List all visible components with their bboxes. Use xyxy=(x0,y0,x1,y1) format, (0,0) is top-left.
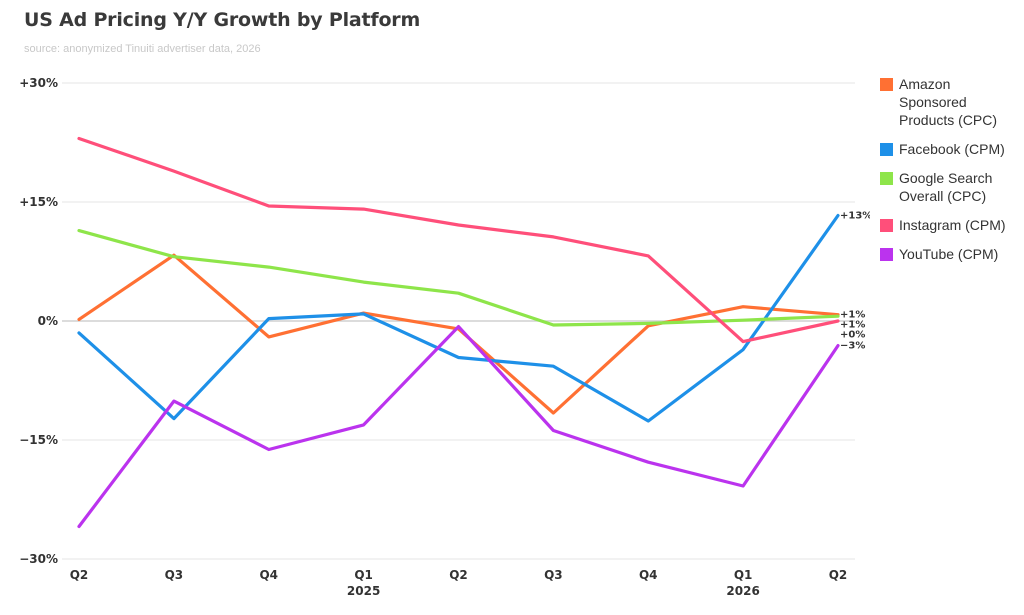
legend-item[interactable]: Instagram (CPM) xyxy=(880,216,1020,234)
end-value-label: +1% xyxy=(840,320,865,331)
x-tick-label: Q3 xyxy=(165,568,184,582)
legend-item[interactable]: Amazon Sponsored Products (CPC) xyxy=(880,75,1020,129)
end-value-label: +0% xyxy=(840,330,865,341)
end-value-label: +1% xyxy=(840,310,865,321)
x-tick-label: Q2 xyxy=(449,568,468,582)
legend-item[interactable]: Google Search Overall (CPC) xyxy=(880,169,1020,205)
x-tick-label: Q3 xyxy=(544,568,563,582)
legend-label: YouTube (CPM) xyxy=(899,246,999,262)
x-tick-label: Q4 xyxy=(259,568,278,582)
y-tick-label: −30% xyxy=(19,552,58,566)
legend-swatch xyxy=(880,172,893,185)
series-line-youtube-cpm xyxy=(77,325,840,529)
chart-title: US Ad Pricing Y/Y Growth by Platform xyxy=(24,9,421,31)
y-tick-label: +30% xyxy=(19,76,58,90)
legend-item[interactable]: Facebook (CPM) xyxy=(880,140,1020,158)
legend-swatch xyxy=(880,78,893,91)
x-tick-label: Q2 xyxy=(70,568,89,582)
end-value-label: +13% xyxy=(840,210,870,221)
legend-label: Amazon Sponsored Products (CPC) xyxy=(899,76,998,128)
legend-label: Google Search Overall (CPC) xyxy=(899,170,993,204)
x-tick-label: Q1 xyxy=(354,568,373,582)
end-value-label: −3% xyxy=(840,341,865,352)
x-tick-label: Q1 xyxy=(734,568,753,582)
y-tick-label: 0% xyxy=(38,314,58,328)
series-line-google-search-overall-cpc xyxy=(77,229,840,327)
y-tick-label: +15% xyxy=(19,195,58,209)
line-chart: +30% +15% 0% −15% −30% Q2 Q3 Q4 Q1 2025 Q2 Q3 Q4 Q1 20… xyxy=(19,76,870,598)
chart-subtitle: source: anonymized Tinuiti advertiser da… xyxy=(24,43,261,55)
y-tick-label: −15% xyxy=(19,433,58,447)
legend-swatch xyxy=(880,219,893,232)
series-line-instagram-cpm xyxy=(77,136,840,344)
x-tick-label: Q2 xyxy=(829,568,848,582)
series-line-amazon-sponsored-products-cpc xyxy=(77,253,840,415)
x-tick-label: Q4 xyxy=(639,568,658,582)
legend-swatch xyxy=(880,248,893,261)
legend-label: Instagram (CPM) xyxy=(899,217,1006,233)
legend-label: Facebook (CPM) xyxy=(899,141,1005,157)
legend: Amazon Sponsored Products (CPC) Facebook … xyxy=(880,75,1020,274)
series-line-facebook-cpm xyxy=(77,213,840,423)
legend-swatch xyxy=(880,143,893,156)
x-year-label: 2025 xyxy=(347,584,380,598)
x-year-label: 2026 xyxy=(726,584,759,598)
legend-item[interactable]: YouTube (CPM) xyxy=(880,245,1020,263)
